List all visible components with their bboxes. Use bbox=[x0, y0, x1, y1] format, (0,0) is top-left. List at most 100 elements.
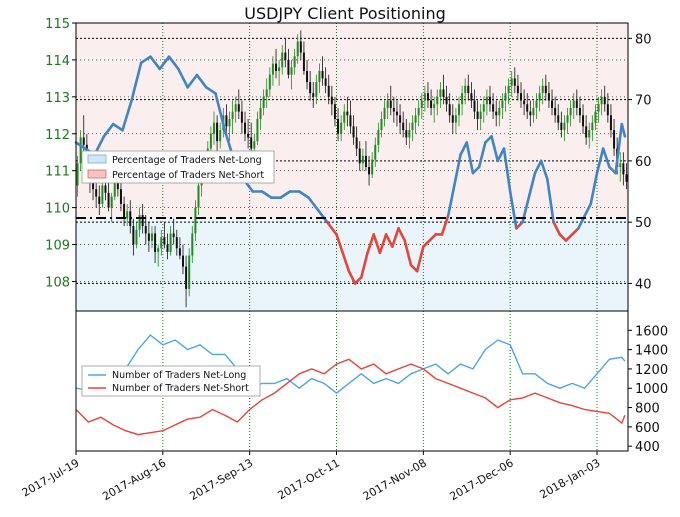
bottom-legend: Number of Traders Net-Long Number of Tra… bbox=[81, 365, 261, 397]
top-panel-net-long-band bbox=[76, 218, 628, 311]
right-axis-ticks-bottom: 400 600 800 1000 1200 1400 1600 bbox=[628, 324, 668, 455]
candle-body bbox=[138, 215, 141, 230]
candle-body bbox=[507, 85, 510, 94]
candle-body bbox=[346, 111, 349, 116]
candle-body bbox=[613, 130, 616, 149]
candle-body bbox=[538, 93, 541, 101]
candle-body bbox=[116, 181, 119, 190]
net-positioning-segment bbox=[177, 67, 189, 89]
left-tick-label: 108 bbox=[45, 275, 70, 290]
top-panel-net-short-band bbox=[76, 23, 628, 218]
net-positioning-segment bbox=[130, 61, 143, 101]
right-axis-ticks-top: 40 50 60 70 80 bbox=[628, 32, 652, 292]
candle-body bbox=[244, 122, 247, 134]
net-positioning-segment bbox=[307, 196, 320, 212]
candle-body bbox=[529, 111, 532, 116]
candle-body bbox=[566, 115, 569, 123]
candle-body bbox=[209, 133, 212, 149]
left-tick-label: 109 bbox=[45, 239, 70, 254]
net-positioning-segment bbox=[515, 220, 524, 230]
candle-body bbox=[600, 96, 603, 105]
candle-body bbox=[299, 41, 302, 53]
net-positioning-segment bbox=[502, 147, 512, 193]
candle-body bbox=[423, 93, 426, 101]
candle-body bbox=[389, 100, 392, 108]
left-tick-label: 112 bbox=[45, 128, 70, 143]
bottom-panel: 400 600 800 1000 1200 1400 1600 Number of Trad… bbox=[75, 310, 668, 455]
candle-body bbox=[113, 181, 116, 197]
left-tick-label: 114 bbox=[45, 54, 70, 69]
net-positioning-segment bbox=[508, 190, 518, 230]
candle-body bbox=[225, 115, 228, 127]
candle-body bbox=[448, 104, 451, 116]
candle-body bbox=[433, 104, 436, 108]
candle-body bbox=[399, 115, 402, 123]
candle-body bbox=[451, 115, 454, 123]
net-positioning-segment bbox=[372, 233, 382, 255]
candle-body bbox=[523, 100, 526, 105]
candle-body bbox=[492, 104, 495, 112]
candle-body bbox=[442, 89, 445, 97]
net-positioning-segment bbox=[139, 55, 152, 65]
top-legend-box bbox=[81, 150, 275, 184]
candle-body bbox=[361, 155, 364, 164]
candle-body bbox=[569, 107, 572, 116]
candle-body bbox=[132, 226, 135, 245]
candle-body bbox=[591, 122, 594, 131]
net-positioning-segment bbox=[564, 233, 574, 242]
candle-body bbox=[575, 100, 578, 108]
candle-body bbox=[476, 111, 479, 119]
net-positioning-segment bbox=[316, 208, 329, 224]
candle-body bbox=[557, 115, 560, 123]
candle-body bbox=[228, 119, 231, 127]
candle-body bbox=[197, 185, 200, 208]
net-positioning-segment bbox=[360, 251, 369, 279]
candle-body bbox=[625, 174, 628, 182]
x-tick-label: 2017-Oct-11 bbox=[276, 456, 342, 502]
candle-body bbox=[231, 111, 234, 119]
top-legend: Percentage of Traders Net-Long Percentag… bbox=[81, 150, 275, 184]
net-positioning-segment bbox=[341, 251, 351, 273]
candle-body bbox=[76, 163, 79, 186]
net-positioning-segment bbox=[111, 122, 124, 132]
candle-body bbox=[371, 159, 374, 175]
net-positioning-segment bbox=[533, 159, 543, 175]
right-tick-label: 80 bbox=[635, 32, 652, 47]
net-positioning-segment bbox=[335, 233, 344, 255]
top-panel: 108 109 110 111 112 113 114 115 40 50 60 70 80 Perc… bbox=[45, 17, 652, 312]
net-positioning-segment bbox=[527, 171, 537, 199]
candle-body bbox=[250, 137, 253, 149]
net-positioning-segment bbox=[366, 233, 376, 255]
candle-body bbox=[147, 233, 150, 241]
net-positioning-segment bbox=[583, 202, 593, 218]
candle-body bbox=[473, 100, 476, 112]
candle-body bbox=[544, 85, 547, 94]
candle-body bbox=[495, 111, 498, 116]
candle-body bbox=[321, 71, 324, 79]
candle-body bbox=[582, 115, 585, 127]
x-tick-label: 2017-Sep-13 bbox=[187, 456, 255, 503]
right-tick-label-count: 1400 bbox=[635, 344, 668, 359]
candle-body bbox=[290, 67, 293, 75]
candle-body bbox=[619, 163, 622, 167]
candle-body bbox=[454, 115, 457, 123]
x-tick-label: 2017-Aug-16 bbox=[100, 456, 168, 503]
net-positioning-segment bbox=[601, 147, 611, 169]
candle-body bbox=[513, 78, 516, 86]
net-positioning-segment bbox=[459, 141, 469, 157]
candle-body bbox=[141, 215, 144, 227]
right-tick-label: 50 bbox=[635, 216, 652, 231]
candle-body bbox=[560, 122, 563, 131]
candle-body bbox=[163, 237, 166, 245]
candle-body bbox=[535, 100, 538, 108]
right-tick-label: 40 bbox=[635, 277, 652, 292]
candle-body bbox=[107, 192, 110, 208]
candle-body bbox=[445, 96, 448, 105]
candle-body bbox=[247, 133, 250, 138]
left-axis-ticks: 108 109 110 111 112 113 114 115 bbox=[45, 17, 76, 290]
net-short-count-line bbox=[75, 358, 626, 436]
net-positioning-segment bbox=[422, 239, 431, 248]
net-positioning-segment bbox=[353, 275, 363, 285]
candle-body bbox=[144, 226, 147, 234]
candle-body bbox=[485, 96, 488, 105]
